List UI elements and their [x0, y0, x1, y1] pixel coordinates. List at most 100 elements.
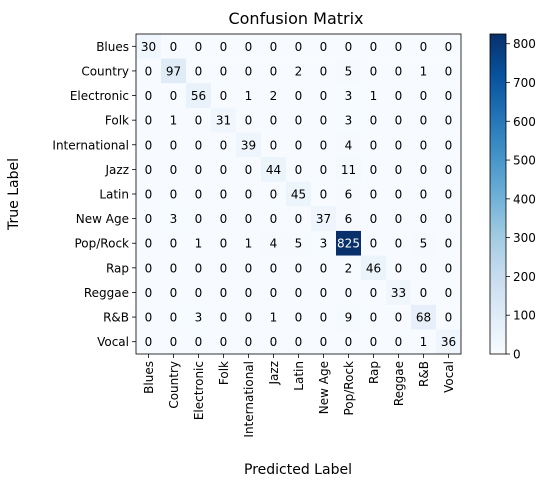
- heatmap-cell: [261, 107, 287, 133]
- heatmap-cell: [161, 304, 187, 330]
- cell-value-label: 6: [345, 212, 353, 226]
- y-tick-label: International: [52, 138, 129, 152]
- cell-value-label: 0: [295, 89, 303, 103]
- heatmap-cell: [136, 280, 162, 306]
- heatmap-cell: [411, 157, 437, 182]
- heatmap-cell: [286, 83, 312, 109]
- heatmap-cell: [211, 255, 237, 281]
- cell-value-labels: 30 0 0 0 0 0 0 0 0 0 0 0 00 97 0 0 0 0 2 0 5 0 0 1 00 0 56 0 1 2 0 0 3 1 0…: [141, 40, 456, 349]
- heatmap-cell: [286, 157, 312, 182]
- heatmap-cell: [261, 181, 287, 207]
- cell-value-label: 0: [370, 114, 378, 128]
- heatmap-cell: [211, 58, 237, 84]
- cell-value-label: 0: [145, 89, 153, 103]
- cell-value-label: 30: [141, 40, 156, 54]
- cell-value-label: 0: [320, 163, 328, 177]
- cell-value-label: 0: [220, 286, 228, 300]
- heatmap-cell: [136, 230, 162, 256]
- heatmap-cell: [336, 157, 362, 182]
- cell-value-label: 0: [295, 163, 303, 177]
- cell-value-label: 1: [420, 335, 428, 349]
- heatmap-cell: [161, 206, 187, 232]
- x-tick-label: Blues: [142, 361, 156, 394]
- heatmap-cell: [286, 255, 312, 281]
- heatmap-cell: [161, 181, 187, 207]
- cell-value-label: 0: [370, 163, 378, 177]
- cell-value-label: 0: [145, 114, 153, 128]
- cell-value-label: 0: [195, 114, 203, 128]
- cell-value-label: 0: [445, 40, 453, 54]
- heatmap-cell: [211, 304, 237, 330]
- cell-value-label: 3: [320, 237, 328, 251]
- cell-value-label: 0: [395, 335, 403, 349]
- cell-value-label: 0: [170, 188, 178, 202]
- heatmap-cell: [361, 107, 387, 133]
- cell-value-label: 0: [395, 212, 403, 226]
- cell-value-label: 1: [170, 114, 178, 128]
- cell-value-label: 0: [420, 188, 428, 202]
- cell-value-label: 0: [445, 89, 453, 103]
- heatmap-cell: [336, 34, 362, 59]
- cell-value-label: 0: [445, 286, 453, 300]
- heatmap-cell: [236, 58, 262, 84]
- cell-value-label: 0: [145, 311, 153, 325]
- colorbar-tick-label: 100: [513, 309, 536, 323]
- cell-value-label: 0: [420, 138, 428, 152]
- colorbar-tick-label: 0: [513, 348, 521, 362]
- heatmap-cell: [236, 132, 262, 158]
- cell-value-label: 0: [245, 188, 253, 202]
- heatmap-cell: [211, 132, 237, 158]
- cell-value-label: 0: [270, 64, 278, 78]
- cell-value-label: 0: [295, 212, 303, 226]
- cell-value-label: 0: [445, 64, 453, 78]
- heatmap-cell: [311, 132, 337, 158]
- cell-value-label: 0: [395, 64, 403, 78]
- cell-value-label: 0: [295, 311, 303, 325]
- heatmap-cell: [336, 132, 362, 158]
- colorbar-tick-label: 800: [513, 37, 536, 51]
- cell-value-label: 0: [245, 286, 253, 300]
- heatmap-cell: [311, 230, 337, 256]
- x-tick-label: Latin: [292, 361, 306, 391]
- cell-value-label: 0: [245, 163, 253, 177]
- y-tick-label: Latin: [99, 188, 129, 202]
- x-tick-label: R&B: [417, 361, 431, 387]
- heatmap-cell: [436, 329, 462, 355]
- cell-value-label: 0: [420, 286, 428, 300]
- cell-value-label: 4: [270, 237, 278, 251]
- heatmap-cell: [186, 83, 212, 109]
- heatmap-cell: [411, 83, 437, 109]
- cell-value-label: 0: [170, 286, 178, 300]
- y-axis-label: True Label: [6, 158, 22, 231]
- cell-value-label: 3: [345, 89, 353, 103]
- cell-value-label: 0: [195, 212, 203, 226]
- heatmap-cell: [211, 83, 237, 109]
- cell-value-label: 0: [270, 188, 278, 202]
- heatmap-cell: [411, 329, 437, 355]
- cell-value-label: 0: [370, 138, 378, 152]
- heatmap-cell: [311, 329, 337, 355]
- heatmap-cell: [411, 58, 437, 84]
- heatmap-cell: [236, 255, 262, 281]
- y-tick-label: Jazz: [105, 163, 130, 177]
- heatmap-cell: [161, 280, 187, 306]
- heatmap-cell: [186, 255, 212, 281]
- cell-value-label: 0: [345, 286, 353, 300]
- cell-value-label: 0: [145, 188, 153, 202]
- cell-value-label: 0: [445, 188, 453, 202]
- heatmap-cell: [161, 107, 187, 133]
- heatmap-cell: [336, 304, 362, 330]
- heatmap-cell: [336, 255, 362, 281]
- cell-value-label: 0: [270, 114, 278, 128]
- x-tick-label: International: [242, 361, 256, 438]
- heatmap-cell: [261, 132, 287, 158]
- heatmap-cell: [136, 329, 162, 355]
- heatmap-cell: [161, 34, 187, 59]
- heatmap-cell: [361, 34, 387, 59]
- cell-value-label: 0: [295, 138, 303, 152]
- cell-value-label: 0: [395, 261, 403, 275]
- heatmap-cell: [386, 206, 412, 232]
- heatmap-cell: [186, 280, 212, 306]
- cell-value-label: 4: [345, 138, 353, 152]
- heatmap-cell: [186, 107, 212, 133]
